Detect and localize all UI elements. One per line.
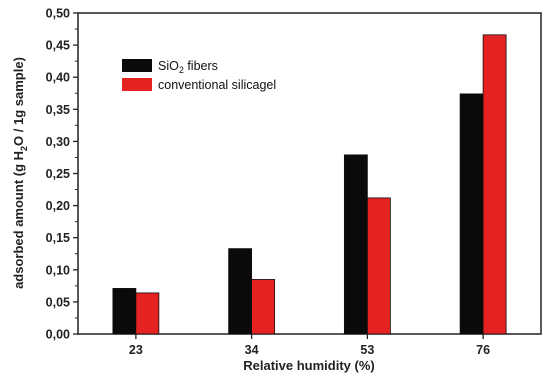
- y-axis-title-part2: O / 1g sample): [11, 57, 26, 146]
- y-tick-label: 0,40: [46, 71, 70, 85]
- bar-sio2-fibers-53: [343, 154, 368, 335]
- x-tick-label: 34: [245, 343, 259, 357]
- y-tick-label: 0,00: [46, 328, 70, 342]
- y-tick-label: 0,25: [46, 167, 70, 181]
- y-axis-title: adsorbed amount (g H2O / 1g sample): [11, 57, 29, 289]
- bar-sio2-fibers-23: [112, 288, 137, 335]
- y-tick-label: 0,15: [46, 231, 70, 245]
- y-axis-title-sub: 2: [19, 146, 29, 151]
- x-tick-label: 76: [476, 343, 490, 357]
- y-tick-label: 0,50: [46, 7, 70, 21]
- x-axis: 23 34 53 76: [129, 334, 490, 357]
- legend-swatch-conventional-silicagel: [122, 78, 152, 91]
- y-axis-title-part1: adsorbed amount (g H: [11, 151, 26, 289]
- y-tick-label: 0,10: [46, 263, 70, 277]
- bar-sio2-fibers-76: [459, 93, 484, 335]
- bar-conventional-silicagel-23: [135, 292, 160, 335]
- x-axis-title: Relative humidity (%): [243, 358, 374, 373]
- y-tick-label: 0,30: [46, 135, 70, 149]
- legend-label-conventional-silicagel: conventional silicagel: [158, 78, 276, 92]
- y-tick-label: 0,20: [46, 199, 70, 213]
- x-tick-label: 23: [129, 343, 143, 357]
- x-tick-label: 53: [360, 343, 374, 357]
- bar-conventional-silicagel-53: [366, 197, 391, 335]
- bar-conventional-silicagel-34: [251, 279, 276, 335]
- y-tick-label: 0,05: [46, 295, 70, 309]
- bars-group: [112, 34, 507, 335]
- legend: SiO2 fibers conventional silicagel: [122, 59, 276, 92]
- legend-swatch-sio2-fibers: [122, 59, 152, 72]
- legend-label-sio2-fibers: SiO2 fibers: [158, 59, 218, 75]
- bar-sio2-fibers-34: [228, 248, 253, 335]
- y-tick-label: 0,45: [46, 39, 70, 53]
- y-tick-label: 0,35: [46, 103, 70, 117]
- y-axis: 0,00 0,05 0,10 0,15 0,20 0,25 0,30 0,35 0,40 0,45…: [46, 7, 78, 342]
- bar-conventional-silicagel-76: [482, 34, 507, 335]
